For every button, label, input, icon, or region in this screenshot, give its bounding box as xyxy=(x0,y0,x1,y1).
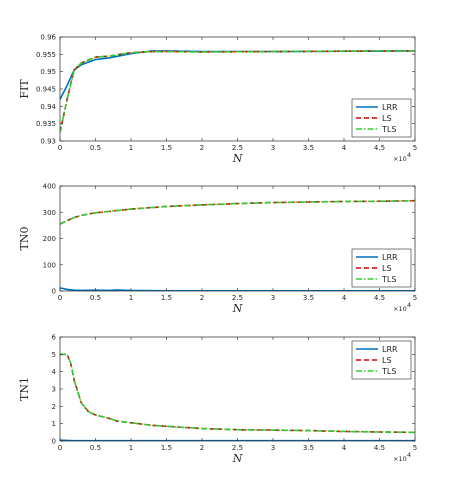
x-tick-label: 3.5 xyxy=(303,444,314,452)
y-tick-label: 100 xyxy=(43,261,56,269)
y-tick-label: 4 xyxy=(52,368,57,376)
x-tick-label: 0 xyxy=(58,144,62,152)
x-tick-label: 0.5 xyxy=(90,144,101,152)
y-tick-label: 0.95 xyxy=(40,68,56,76)
y-tick-label: 0 xyxy=(52,288,56,296)
y-axis-label: TN0 xyxy=(18,227,31,251)
x-tick-label: 1.5 xyxy=(161,144,172,152)
x-tick-label: 0 xyxy=(58,294,62,302)
x-tick-label: 3 xyxy=(271,294,275,302)
x-tick-label: 5 xyxy=(413,144,417,152)
y-tick-label: 0.935 xyxy=(36,120,56,128)
x-tick-label: 4.5 xyxy=(374,294,385,302)
x-tick-label: 0.5 xyxy=(90,294,101,302)
x-tick-label: 0 xyxy=(58,444,62,452)
x-multiplier: ×10 xyxy=(393,305,407,313)
x-tick-label: 2.5 xyxy=(232,294,243,302)
y-tick-label: 2 xyxy=(52,403,56,411)
x-axis-label: N xyxy=(232,152,243,165)
x-tick-label: 2.5 xyxy=(232,144,243,152)
y-tick-label: 0.955 xyxy=(36,51,56,59)
series-line-tls xyxy=(60,50,415,133)
legend-label-ls: LS xyxy=(382,356,392,365)
y-tick-label: 5 xyxy=(52,351,56,359)
x-tick-label: 4.5 xyxy=(374,444,385,452)
legend-label-ls: LS xyxy=(382,114,392,123)
x-tick-label: 3.5 xyxy=(303,144,314,152)
legend-box xyxy=(351,248,412,288)
x-tick-label: 4 xyxy=(342,444,347,452)
legend-label-tls: TLS xyxy=(381,275,396,284)
x-axis-label: N xyxy=(232,452,243,465)
y-tick-label: 300 xyxy=(43,209,56,217)
chart-1: 0 0.5 1 1.5 2 2.5 3 3.5 4 4.5 5 0.93 0.935 0.94 0.945 0… xyxy=(18,34,417,166)
legend-label-lrr: LRR xyxy=(382,345,398,354)
x-multiplier: ×10 xyxy=(393,455,407,463)
x-tick-label: 0.5 xyxy=(90,444,101,452)
y-tick-label: 1 xyxy=(52,420,56,428)
x-tick-label: 4.5 xyxy=(374,144,385,152)
x-axis-label: N xyxy=(232,302,243,315)
x-tick-label: 2.5 xyxy=(232,444,243,452)
legend: LRR LS TLS xyxy=(351,98,412,138)
y-axis-label: TN1 xyxy=(18,377,31,401)
legend: LRR LS TLS xyxy=(351,340,412,380)
x-tick-label: 3 xyxy=(271,444,275,452)
y-tick-label: 6 xyxy=(52,334,57,342)
legend-box xyxy=(351,340,412,380)
x-tick-label: 4 xyxy=(342,144,347,152)
legend-label-tls: TLS xyxy=(381,367,396,376)
legend-box xyxy=(351,98,412,138)
y-tick-label: 0.94 xyxy=(40,103,56,111)
x-tick-label: 2 xyxy=(200,294,204,302)
y-tick-label: 200 xyxy=(43,235,56,243)
x-tick-label: 3.5 xyxy=(303,294,314,302)
x-tick-label: 1 xyxy=(129,144,133,152)
x-exponent: 4 xyxy=(407,301,411,309)
x-tick-label: 1.5 xyxy=(161,444,172,452)
y-tick-label: 400 xyxy=(43,183,56,191)
x-tick-label: 2 xyxy=(200,144,204,152)
legend-label-ls: LS xyxy=(382,264,392,273)
x-exponent: 4 xyxy=(407,151,411,159)
y-axis-label: FIT xyxy=(18,79,31,99)
chart-2: 0 0.5 1 1.5 2 2.5 3 3.5 4 4.5 5 0 100 200 300 400 N TN0 ×1… xyxy=(18,183,417,316)
x-tick-label: 5 xyxy=(413,444,417,452)
x-tick-label: 4 xyxy=(342,294,347,302)
x-tick-label: 1 xyxy=(129,444,133,452)
legend-label-tls: TLS xyxy=(381,125,396,134)
x-tick-label: 5 xyxy=(413,294,417,302)
x-exponent: 4 xyxy=(407,451,411,459)
series-group xyxy=(60,50,415,133)
x-tick-label: 1 xyxy=(129,294,133,302)
x-tick-label: 3 xyxy=(271,144,275,152)
series-line-tls xyxy=(60,199,415,225)
series-line-tls xyxy=(60,353,415,434)
y-tick-label: 0 xyxy=(52,438,56,446)
y-tick-label: 0.96 xyxy=(40,34,56,42)
x-tick-label: 1.5 xyxy=(161,294,172,302)
legend: LRR LS TLS xyxy=(351,248,412,288)
legend-label-lrr: LRR xyxy=(382,253,398,262)
y-tick-label: 3 xyxy=(52,386,56,394)
y-tick-label: 0.93 xyxy=(40,138,56,146)
x-tick-label: 2 xyxy=(200,444,204,452)
legend-label-lrr: LRR xyxy=(382,103,398,112)
x-multiplier: ×10 xyxy=(393,155,407,163)
y-tick-label: 0.945 xyxy=(36,86,56,94)
